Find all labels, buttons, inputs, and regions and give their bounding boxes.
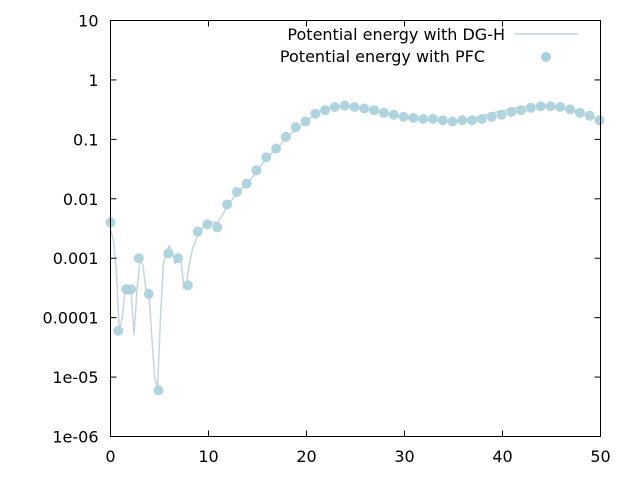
y-tick-label: 0.001 bbox=[53, 249, 99, 268]
x-tick-label: 20 bbox=[296, 447, 316, 466]
y-tick-label: 0.1 bbox=[73, 130, 98, 149]
x-tick-label: 10 bbox=[198, 447, 218, 466]
y-axis: 1e-06 1e-05 0.0001 0.001 0.01 0.1 1 10 bbox=[43, 12, 601, 447]
series-point-pfc bbox=[427, 114, 438, 124]
series-point-pfc bbox=[565, 104, 576, 115]
series-point-pfc bbox=[310, 108, 321, 119]
x-tick-label: 0 bbox=[105, 447, 115, 466]
series-point-pfc bbox=[525, 102, 536, 113]
series-point-pfc bbox=[126, 284, 137, 295]
legend-label-pfc: Potential energy with PFC bbox=[280, 47, 485, 66]
y-tick-label: 1 bbox=[88, 71, 98, 90]
plot-marks bbox=[105, 100, 605, 396]
series-point-pfc bbox=[182, 280, 193, 291]
series-point-pfc bbox=[496, 109, 507, 120]
series-point-pfc bbox=[467, 115, 478, 126]
series-point-pfc bbox=[506, 106, 517, 117]
series-point-pfc bbox=[271, 143, 282, 154]
y-tick-label: 0.0001 bbox=[43, 309, 99, 328]
series-line-dg-h bbox=[109, 104, 601, 391]
series-point-pfc bbox=[153, 385, 164, 396]
series-point-pfc bbox=[202, 219, 213, 230]
series-point-pfc bbox=[339, 100, 350, 111]
legend: Potential energy with DG-H Potential ene… bbox=[280, 25, 578, 66]
series-point-pfc bbox=[516, 105, 527, 116]
legend-swatch-pfc bbox=[541, 52, 551, 62]
series-point-pfc bbox=[280, 131, 291, 142]
series-point-pfc bbox=[555, 102, 566, 112]
series-point-pfc bbox=[369, 105, 380, 116]
x-tick-label: 30 bbox=[394, 447, 414, 466]
series-point-pfc bbox=[359, 103, 370, 114]
series-point-pfc bbox=[133, 253, 144, 264]
series-point-pfc bbox=[163, 248, 174, 259]
series-point-pfc bbox=[113, 325, 124, 336]
series-point-pfc bbox=[447, 116, 458, 127]
series-point-pfc bbox=[261, 152, 272, 163]
series-point-pfc bbox=[212, 222, 223, 233]
y-tick-label: 1e-05 bbox=[52, 368, 98, 387]
series-point-pfc bbox=[251, 165, 262, 176]
series-point-pfc bbox=[437, 115, 448, 126]
series-point-pfc bbox=[173, 253, 184, 264]
series-point-pfc bbox=[594, 115, 605, 126]
legend-label-dg-h: Potential energy with DG-H bbox=[287, 25, 505, 44]
series-point-pfc bbox=[300, 116, 311, 127]
series-point-pfc bbox=[418, 114, 429, 124]
series-point-pfc bbox=[241, 178, 252, 189]
series-point-pfc bbox=[574, 107, 585, 118]
series-point-pfc bbox=[545, 101, 556, 112]
x-tick-label: 40 bbox=[492, 447, 512, 466]
y-tick-label: 0.01 bbox=[63, 190, 99, 209]
series-point-pfc bbox=[408, 112, 419, 123]
plot-frame bbox=[110, 20, 601, 437]
series-point-pfc bbox=[378, 107, 389, 118]
y-tick-label: 1e-06 bbox=[52, 428, 98, 447]
series-point-pfc bbox=[457, 115, 468, 126]
series-point-pfc bbox=[143, 289, 154, 299]
y-tick-label: 10 bbox=[78, 12, 98, 31]
series-point-pfc bbox=[290, 122, 301, 133]
series-point-pfc bbox=[476, 114, 487, 124]
series-point-pfc bbox=[388, 109, 399, 120]
series-point-pfc bbox=[329, 102, 340, 112]
x-tick-label: 50 bbox=[590, 447, 610, 466]
series-point-pfc bbox=[535, 101, 546, 112]
series-point-pfc bbox=[320, 105, 331, 116]
series-point-pfc bbox=[192, 226, 203, 237]
series-point-pfc bbox=[398, 111, 409, 122]
series-point-pfc bbox=[222, 199, 233, 210]
series-point-pfc bbox=[349, 102, 360, 112]
x-axis: 0 10 20 30 40 50 bbox=[105, 20, 611, 466]
series-point-pfc bbox=[584, 110, 595, 121]
series-point-pfc bbox=[486, 111, 497, 122]
series-point-pfc bbox=[231, 187, 242, 197]
